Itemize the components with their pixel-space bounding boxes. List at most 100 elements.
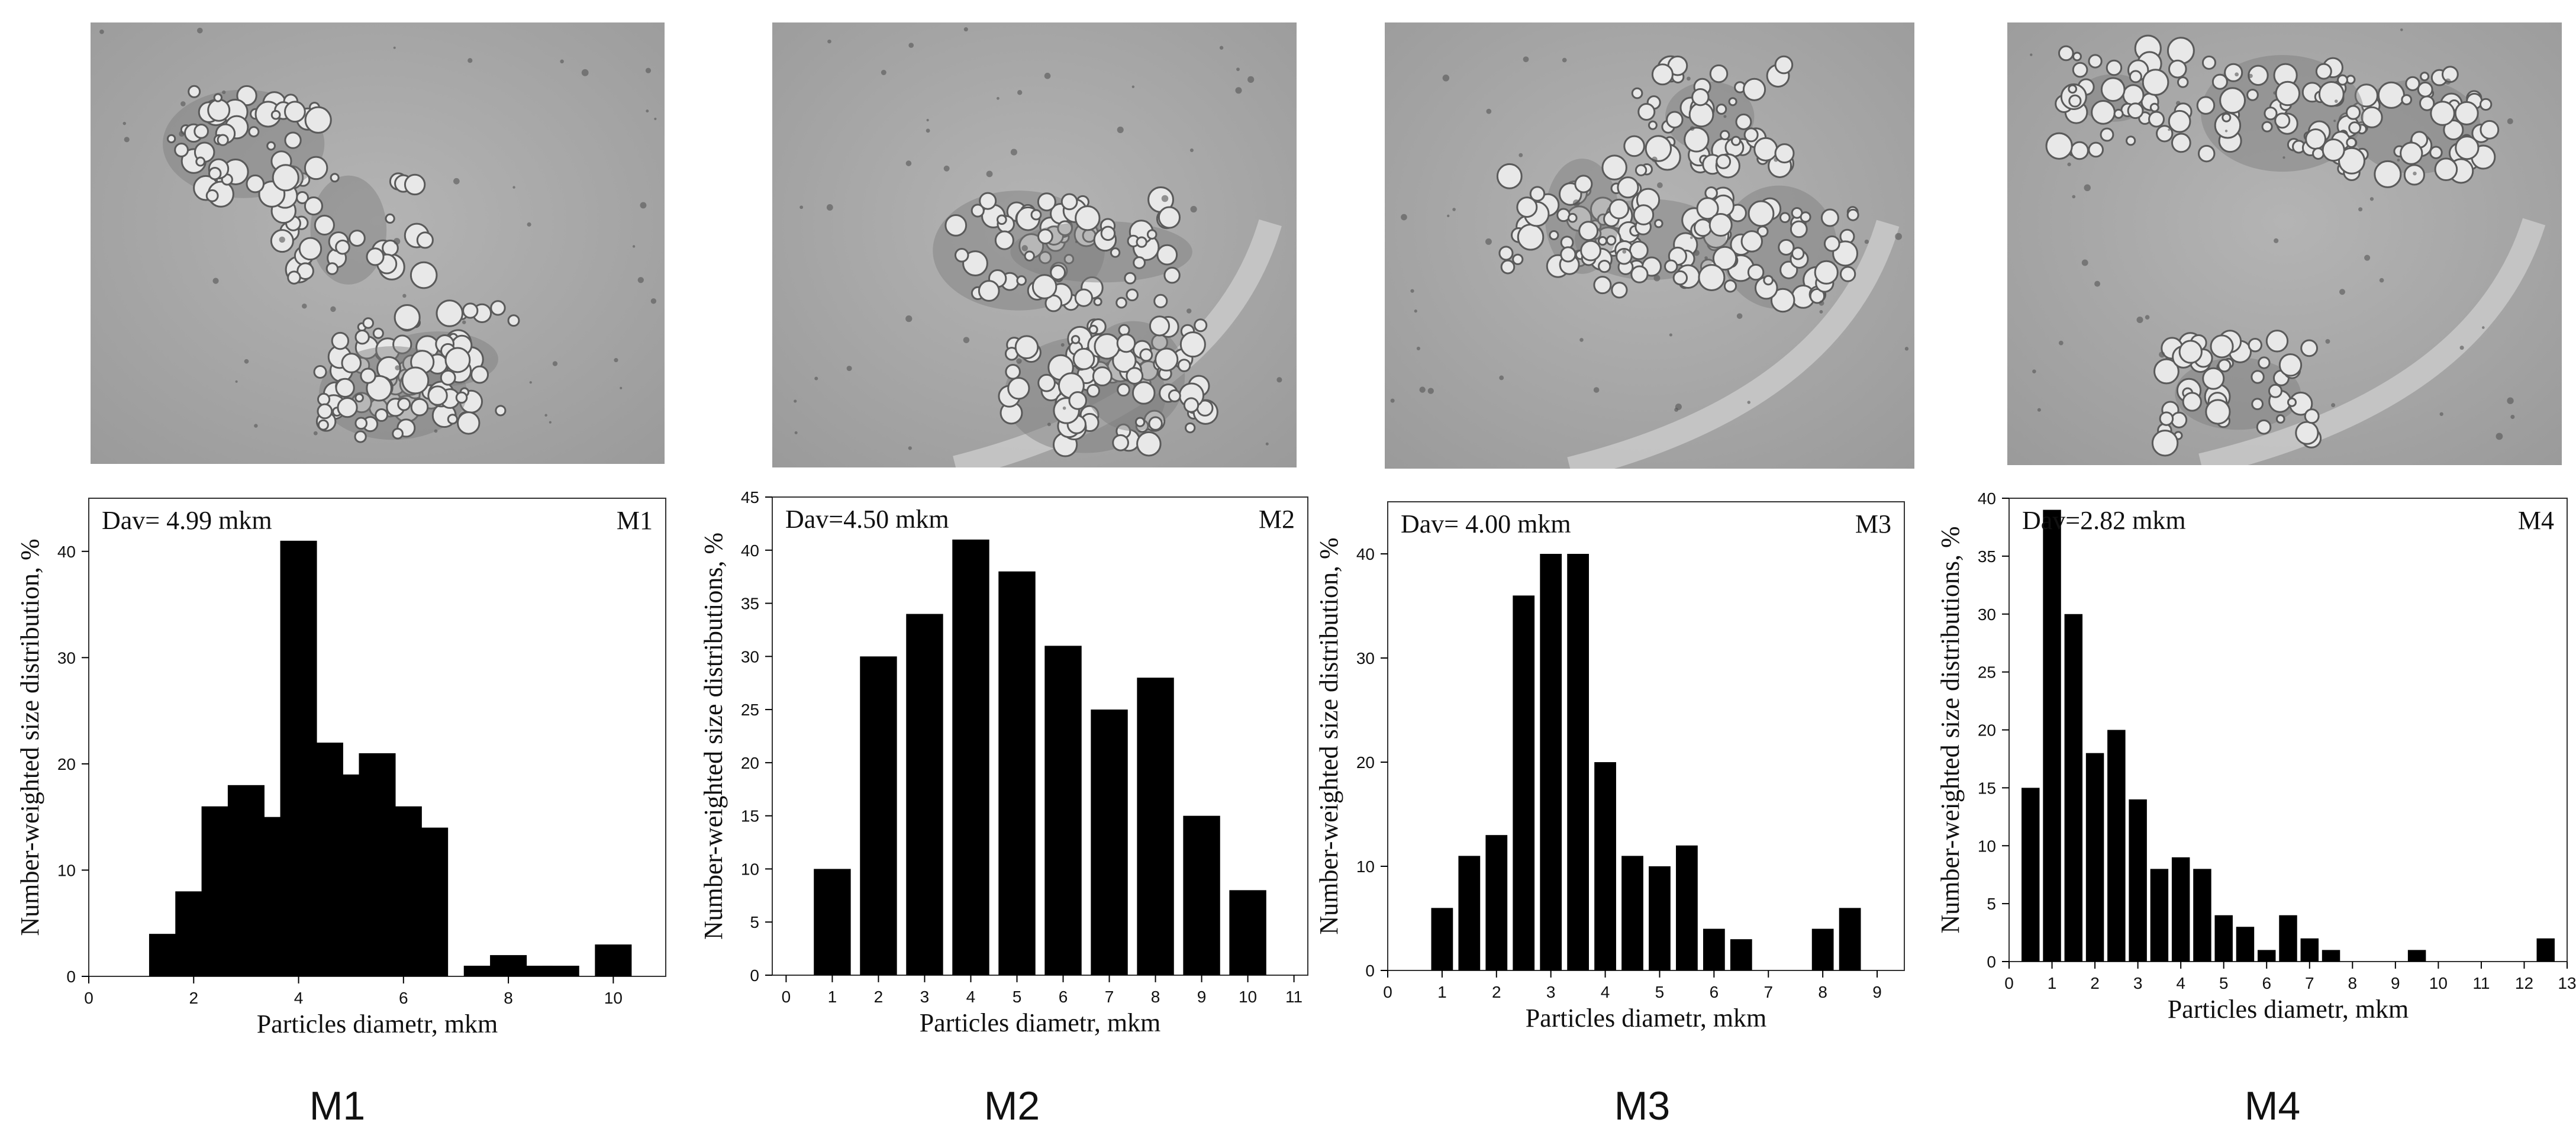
speck xyxy=(1390,398,1395,403)
particle xyxy=(272,164,299,192)
particle xyxy=(507,314,520,327)
particle xyxy=(266,141,276,151)
particle xyxy=(1716,154,1732,169)
speck xyxy=(1485,238,1492,245)
particle xyxy=(1597,236,1608,246)
speck xyxy=(814,376,818,380)
particle xyxy=(1024,250,1035,262)
speck xyxy=(1819,300,1824,306)
particle xyxy=(2068,94,2082,108)
x-tick-label: 8 xyxy=(1818,983,1827,1001)
speck xyxy=(2224,130,2228,133)
caption-m1: M1 xyxy=(309,1083,366,1128)
x-tick-label: 7 xyxy=(2305,974,2314,992)
y-tick-label: 25 xyxy=(741,701,759,719)
particle xyxy=(455,391,468,404)
particle xyxy=(2149,102,2159,112)
particle xyxy=(1516,196,1538,218)
x-tick-label: 4 xyxy=(1601,983,1610,1001)
particle xyxy=(2246,88,2259,101)
particle xyxy=(330,173,340,183)
speck xyxy=(2282,156,2285,159)
particle xyxy=(304,196,323,216)
speck xyxy=(1736,313,1743,319)
particle xyxy=(2168,59,2187,79)
x-tick-label: 3 xyxy=(1546,983,1556,1001)
micrograph-m3 xyxy=(1385,22,1914,469)
particle xyxy=(1756,225,1769,237)
particle xyxy=(2058,45,2074,62)
speck xyxy=(1723,115,1727,118)
particle xyxy=(335,378,355,398)
particle xyxy=(2348,121,2361,134)
particle xyxy=(1115,296,1127,309)
speck xyxy=(1774,157,1778,162)
particle xyxy=(1194,318,1208,333)
chart-m3: 0 1 2 3 4 5 6 7 8 9 0 10 20 30 40 Particles diametr, mk… xyxy=(1308,497,1911,1053)
particle xyxy=(2274,112,2291,129)
particle xyxy=(490,300,506,316)
particle xyxy=(1770,288,1795,313)
y-tick-label: 10 xyxy=(741,860,759,878)
particle xyxy=(994,230,1014,250)
x-axis-label: Particles diametr, mkm xyxy=(2168,995,2409,1024)
particle xyxy=(1016,275,1027,286)
particle xyxy=(1617,176,1639,199)
y-tick-label: 40 xyxy=(741,541,759,560)
particle xyxy=(1814,260,1839,285)
chart-m4: 0 1 2 3 4 5 6 7 8 9 10 11 12 13 0 5 10 15 20 25 30 35 40 Partic… xyxy=(1929,489,2576,1047)
particle xyxy=(979,192,997,210)
bar xyxy=(595,944,632,976)
y-tick-label: 15 xyxy=(741,807,759,825)
particle xyxy=(354,417,368,430)
particle xyxy=(392,427,404,440)
particle xyxy=(392,334,412,354)
speck xyxy=(2067,162,2071,166)
particle xyxy=(296,262,314,280)
particle xyxy=(1698,264,1726,292)
x-axis-label: Particles diametr, mkm xyxy=(1526,1004,1767,1033)
speck xyxy=(1044,72,1051,79)
x-tick-label: 4 xyxy=(294,989,304,1007)
speck xyxy=(1186,308,1192,314)
particle xyxy=(208,167,222,180)
particle xyxy=(354,430,367,443)
micrograph-image-m4 xyxy=(2007,22,2562,465)
particle xyxy=(1688,102,1714,128)
speck xyxy=(799,205,804,209)
particle xyxy=(1666,111,1684,128)
particle xyxy=(2129,70,2142,83)
speck xyxy=(1579,338,1584,342)
particle xyxy=(1163,266,1181,284)
particle xyxy=(470,365,489,384)
bar-chart-m2: 0 1 2 3 4 5 6 7 8 9 10 11051015202530354045Particle… xyxy=(699,488,1308,1037)
speck xyxy=(1219,46,1224,50)
particle xyxy=(1037,228,1053,245)
particle xyxy=(1126,367,1144,385)
speck xyxy=(905,160,912,166)
speck xyxy=(881,70,886,75)
particle xyxy=(1005,363,1021,380)
particle xyxy=(341,353,362,373)
particle xyxy=(2142,69,2169,96)
particle xyxy=(2401,94,2413,105)
particle xyxy=(2256,419,2272,435)
particle xyxy=(2224,63,2243,82)
speck xyxy=(279,236,285,243)
particle xyxy=(1696,197,1719,220)
speck xyxy=(1235,87,1242,94)
speck xyxy=(2439,412,2443,416)
particle xyxy=(2417,81,2433,98)
speck xyxy=(1864,239,1869,244)
particle xyxy=(1155,347,1179,372)
particle xyxy=(1778,238,1795,256)
particle xyxy=(1616,248,1633,265)
particle xyxy=(2166,37,2195,65)
x-tick-label: 9 xyxy=(2391,974,2400,992)
x-tick-label: 7 xyxy=(1763,983,1773,1001)
x-tick-label: 7 xyxy=(1105,988,1114,1006)
particle xyxy=(1179,331,1206,358)
particle xyxy=(2219,87,2246,114)
particle xyxy=(2178,340,2203,364)
bar xyxy=(2279,915,2297,962)
